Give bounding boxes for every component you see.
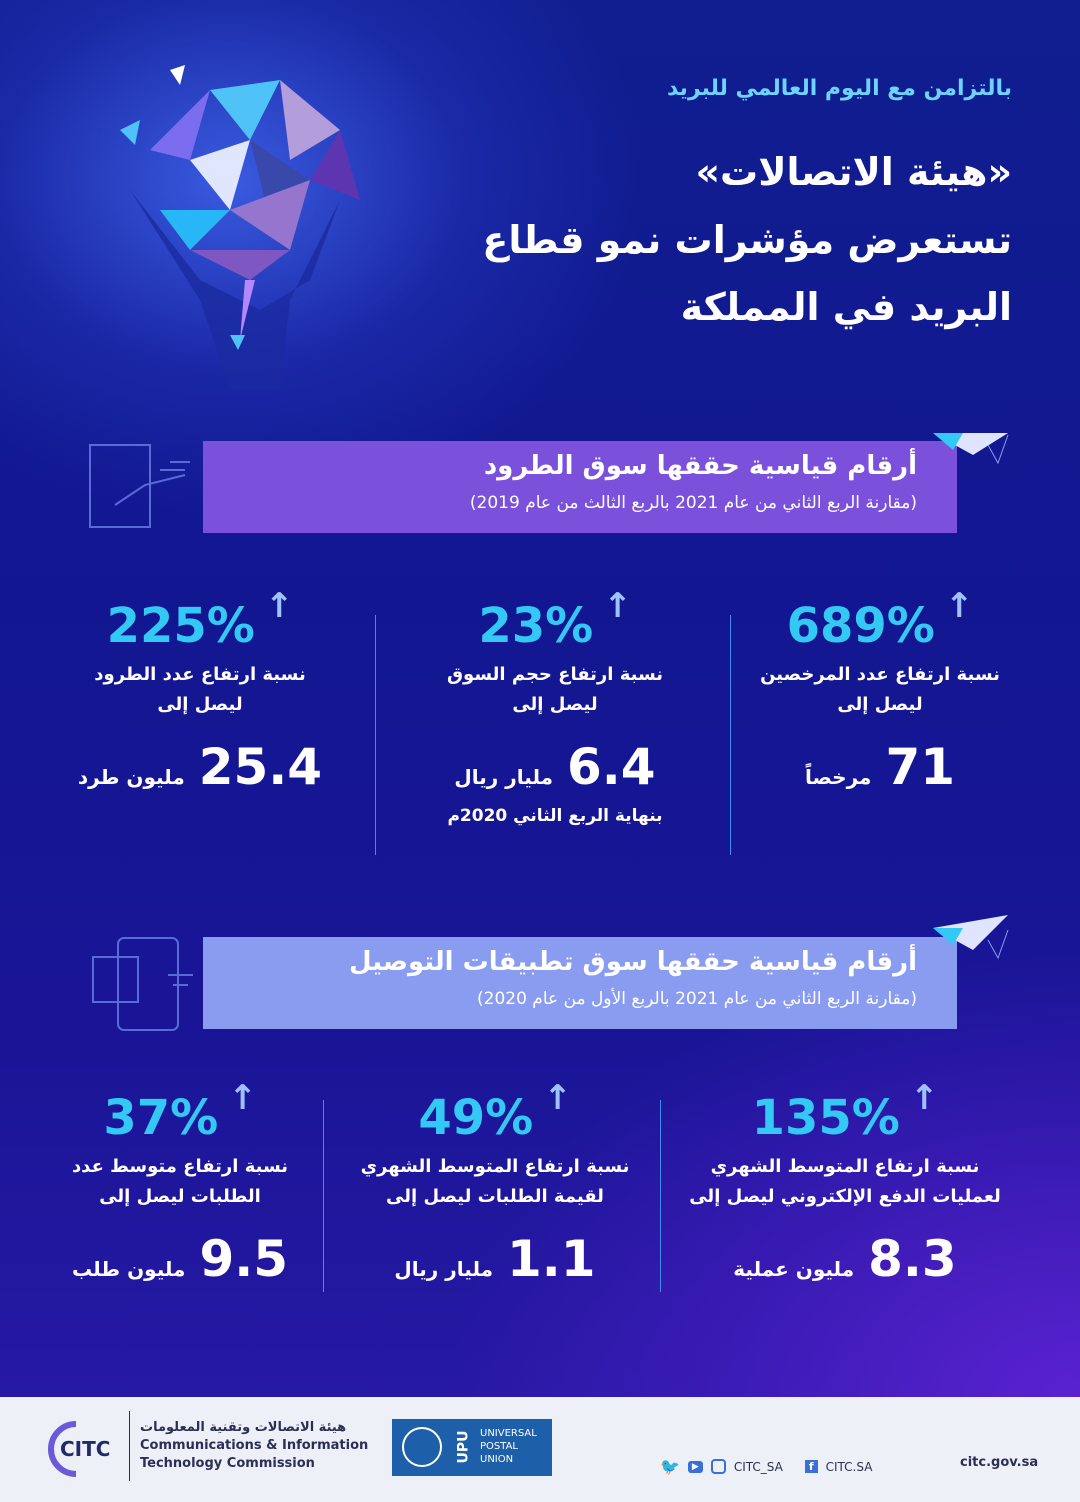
- section2-title: أرقام قياسية حققها سوق تطبيقات التوصيل: [349, 947, 917, 977]
- section1-banner: أرقام قياسية حققها سوق الطرود (مقارنة ال…: [203, 441, 957, 533]
- header-subtitle: بالتزامن مع اليوم العالمي للبريد: [666, 76, 1012, 101]
- brain-hands-illustration: [120, 65, 360, 390]
- stat-percent: 689%: [786, 598, 935, 654]
- stat-payments: ↑ 135% نسبة ارتفاع المتوسط الشهري لعمليات…: [680, 1078, 1010, 1288]
- stat-value: 1.1: [507, 1230, 596, 1288]
- header-title-line3: البريد في المملكة: [680, 285, 1012, 329]
- website-link[interactable]: citc.gov.sa: [960, 1455, 1039, 1470]
- paper-plane-icon: [933, 915, 1009, 960]
- stat-desc: نسبة ارتفاع المتوسط الشهري: [710, 1156, 980, 1177]
- stat-value: 9.5: [199, 1230, 289, 1288]
- arrow-up-icon: ↑: [944, 586, 974, 626]
- phone-parcel-icon: [92, 937, 193, 1031]
- stat-percent: 135%: [751, 1090, 900, 1146]
- stat-desc: نسبة ارتفاع متوسط عدد: [71, 1156, 289, 1177]
- stat-unit: مليار ريال: [454, 765, 553, 789]
- un-emblem-icon: [402, 1427, 442, 1467]
- stat-desc: الطلبات ليصل إلى: [99, 1186, 261, 1207]
- stat-parcels: ↑ 225% نسبة ارتفاع عدد الطرود ليصل إلى 25…: [60, 586, 340, 796]
- stat-unit: مليار ريال: [394, 1257, 493, 1281]
- stat-percent: 23%: [478, 598, 594, 654]
- divider: [323, 1100, 324, 1292]
- paper-plane-icon: [933, 433, 1009, 465]
- arrow-up-icon: ↑: [603, 586, 632, 626]
- header-title-line2: تستعرض مؤشرات نمو قطاع: [482, 218, 1012, 262]
- stat-desc: لعمليات الدفع الإلكتروني ليصل إلى: [689, 1186, 1001, 1207]
- divider: [730, 615, 731, 855]
- instagram-icon[interactable]: [710, 1459, 726, 1474]
- divider: [375, 615, 376, 855]
- stat-desc: ليصل إلى: [157, 694, 243, 715]
- youtube-icon[interactable]: ▶: [687, 1460, 703, 1473]
- header-title-line1: «هيئة الاتصالات»: [695, 150, 1012, 194]
- divider: [129, 1411, 130, 1481]
- arrow-up-icon: ↑: [543, 1078, 572, 1118]
- org-name-en: Communications & Information: [140, 1438, 369, 1453]
- arrow-up-icon: ↑: [264, 586, 294, 626]
- stat-unit: مليون عملية: [733, 1257, 855, 1281]
- stat-desc: نسبة ارتفاع حجم السوق: [446, 664, 664, 685]
- stat-percent: 37%: [103, 1090, 219, 1146]
- footer: CITC هيئة الاتصالات وتقنية المعلومات Com…: [0, 1397, 1080, 1502]
- org-name-ar: هيئة الاتصالات وتقنية المعلومات: [140, 1420, 347, 1435]
- stat-desc: نسبة ارتفاع عدد المرخصين: [760, 664, 1000, 685]
- stat-percent: 49%: [418, 1090, 534, 1146]
- parcel-hand-icon: [89, 444, 190, 528]
- org-name-en: Technology Commission: [140, 1456, 315, 1471]
- stat-unit: مرخصاً: [804, 765, 872, 789]
- stat-unit: مليون طرد: [77, 765, 185, 789]
- stat-desc: نسبة ارتفاع عدد الطرود: [94, 664, 306, 685]
- stat-value: 25.4: [198, 738, 323, 796]
- stat-value: 6.4: [567, 738, 656, 796]
- stat-licensees: ↑ 689% نسبة ارتفاع عدد المرخصين ليصل إلى …: [750, 586, 1010, 796]
- stat-unit: مليون طلب: [71, 1257, 186, 1281]
- arrow-up-icon: ↑: [228, 1078, 257, 1118]
- section2-subtitle: (مقارنة الربع الثاني من عام 2021 بالربع …: [477, 989, 917, 1009]
- stat-orders: ↑ 37% نسبة ارتفاع متوسط عدد الطلبات ليصل …: [40, 1078, 320, 1288]
- twitter-icon[interactable]: 🐦: [660, 1457, 680, 1476]
- stat-market-size: ↑ 23% نسبة ارتفاع حجم السوق ليصل إلى 6.4 م…: [420, 586, 690, 826]
- stat-desc: ليصل إلى: [512, 694, 598, 715]
- arrow-up-icon: ↑: [909, 1078, 939, 1118]
- stat-desc: ليصل إلى: [837, 694, 923, 715]
- stat-value: 71: [885, 738, 956, 796]
- stat-order-value: ↑ 49% نسبة ارتفاع المتوسط الشهري لقيمة ال…: [345, 1078, 645, 1288]
- stat-desc: لقيمة الطلبات ليصل إلى: [386, 1186, 604, 1207]
- section2-banner: أرقام قياسية حققها سوق تطبيقات التوصيل (…: [203, 937, 957, 1029]
- divider: [660, 1100, 661, 1292]
- section1-title: أرقام قياسية حققها سوق الطرود: [483, 451, 917, 481]
- section1-subtitle: (مقارنة الربع الثاني من عام 2021 بالربع …: [469, 493, 917, 513]
- stat-desc: نسبة ارتفاع المتوسط الشهري: [360, 1156, 630, 1177]
- stat-note: بنهاية الربع الثاني 2020م: [447, 806, 663, 826]
- stat-percent: 225%: [106, 598, 255, 654]
- citc-logo: CITC: [48, 1419, 118, 1479]
- facebook-icon[interactable]: f: [804, 1460, 818, 1473]
- social-handle[interactable]: CITC_SA: [733, 1459, 783, 1474]
- stat-value: 8.3: [868, 1230, 957, 1288]
- upu-logo: UPU UNIVERSAL POSTAL UNION: [392, 1419, 552, 1476]
- social-handle[interactable]: CITC.SA: [825, 1459, 873, 1474]
